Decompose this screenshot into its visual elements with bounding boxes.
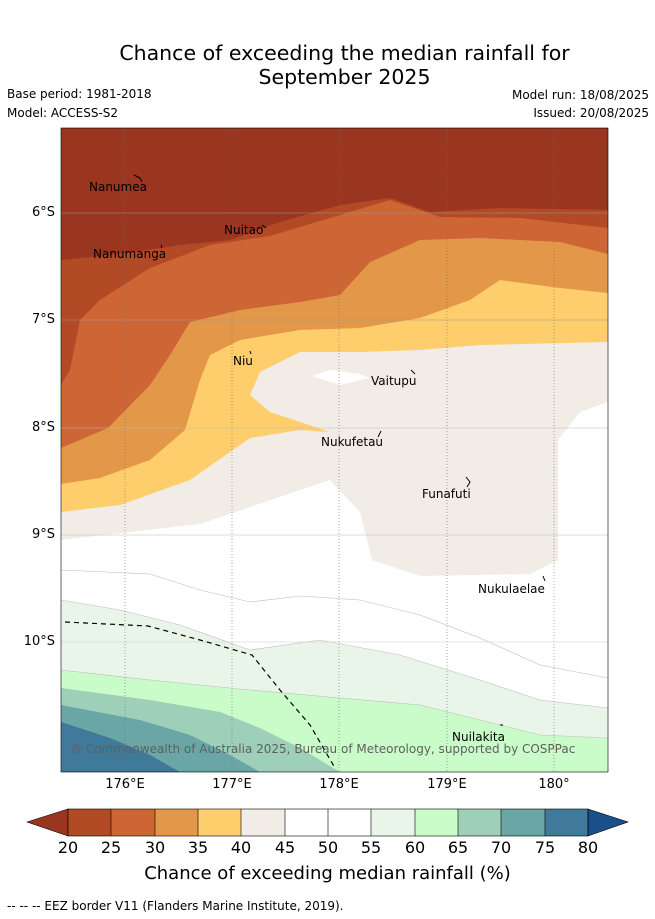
colorbar-segment xyxy=(328,809,371,836)
model-run: Model run: 18/08/2025 xyxy=(511,88,649,102)
colorbar-tick: 75 xyxy=(534,838,556,857)
colorbar-segment xyxy=(458,809,501,836)
island-vaitupu xyxy=(410,369,416,375)
colorbar-tick: 35 xyxy=(187,838,209,857)
colorbar-segment xyxy=(285,809,328,836)
band-below-20 xyxy=(61,128,608,260)
place-label-nanumea: Nanumea xyxy=(89,180,147,194)
map-frame xyxy=(60,127,609,773)
issued-date: Issued: 20/08/2025 xyxy=(533,106,649,120)
colorbar-segment xyxy=(68,809,111,836)
lat-label: 6°S xyxy=(31,205,55,220)
contour-lines xyxy=(61,569,608,739)
place-label-nukulaelae: Nukulaelae xyxy=(478,582,545,596)
colorbar-segment xyxy=(371,809,415,836)
model-name: Model: ACCESS-S2 xyxy=(7,106,119,120)
lat-label: 9°S xyxy=(31,527,55,542)
island-nukulaelae xyxy=(542,575,546,582)
lat-label: 8°S xyxy=(31,420,55,435)
base-period: Base period: 1981-2018 xyxy=(7,87,152,101)
copyright-notice: © Commonwealth of Australia 2025, Bureau… xyxy=(70,742,576,756)
islands xyxy=(133,174,546,726)
graticule xyxy=(61,128,608,772)
place-label-niu: Niu xyxy=(233,354,253,368)
lon-label: 176°E xyxy=(105,777,145,792)
colorbar-tick: 45 xyxy=(274,838,296,857)
colorbar-title: Chance of exceeding median rainfall (%) xyxy=(144,863,511,884)
place-label-nuitao: Nuitao xyxy=(224,223,264,237)
island-nanumea xyxy=(133,174,143,183)
place-label-nuilakita: Nuilakita xyxy=(452,730,505,744)
lon-label: 177°E xyxy=(212,777,252,792)
probability-map xyxy=(61,128,608,772)
lon-label: 179°E xyxy=(427,777,467,792)
colorbar-segment xyxy=(415,809,458,836)
band-small-patch xyxy=(312,370,370,385)
colorbar-tick: 30 xyxy=(144,838,166,857)
lat-label: 10°S xyxy=(23,634,55,649)
colorbar-tick: 40 xyxy=(230,838,252,857)
place-label-nukufetau: Nukufetau xyxy=(321,435,384,449)
colorbar-segment xyxy=(545,809,588,836)
colorbar-tick: 50 xyxy=(317,838,339,857)
island-niu xyxy=(249,350,252,355)
island-nanumanga xyxy=(160,244,163,249)
lon-label: 178°E xyxy=(319,777,359,792)
colorbar-tick: 80 xyxy=(577,838,599,857)
chart-title-line1: Chance of exceeding the median rainfall … xyxy=(119,41,570,65)
colorbar xyxy=(26,808,629,837)
place-label-funafuti: Funafuti xyxy=(422,487,471,501)
colorbar-tick: 55 xyxy=(360,838,382,857)
colorbar-tick: 60 xyxy=(404,838,426,857)
eez-legend-note: -- -- -- EEZ border V11 (Flanders Marine… xyxy=(7,899,344,913)
colorbar-extend-high xyxy=(587,808,629,837)
eez-border xyxy=(64,621,336,769)
colorbar-segment xyxy=(241,809,285,836)
place-label-vaitupu: Vaitupu xyxy=(371,374,417,388)
colorbar-tick: 25 xyxy=(100,838,122,857)
colorbar-extend-low xyxy=(26,808,69,837)
colorbar-segment xyxy=(155,809,198,836)
lon-label: 180° xyxy=(538,777,570,792)
colorbar-segment xyxy=(111,809,155,836)
band-75-80 xyxy=(61,722,180,772)
place-label-nanumanga: Nanumanga xyxy=(93,247,167,261)
island-nukufetau xyxy=(377,430,382,438)
colorbar-tick: 65 xyxy=(447,838,469,857)
chart-title-line2: September 2025 xyxy=(258,65,431,89)
colorbar-tick: 20 xyxy=(57,838,79,857)
lat-label: 7°S xyxy=(31,312,55,327)
island-nuitao xyxy=(261,224,267,229)
colorbar-tick: 70 xyxy=(490,838,512,857)
island-funafuti xyxy=(465,476,471,488)
colorbar-segment xyxy=(501,809,545,836)
colorbar-segment xyxy=(198,809,241,836)
